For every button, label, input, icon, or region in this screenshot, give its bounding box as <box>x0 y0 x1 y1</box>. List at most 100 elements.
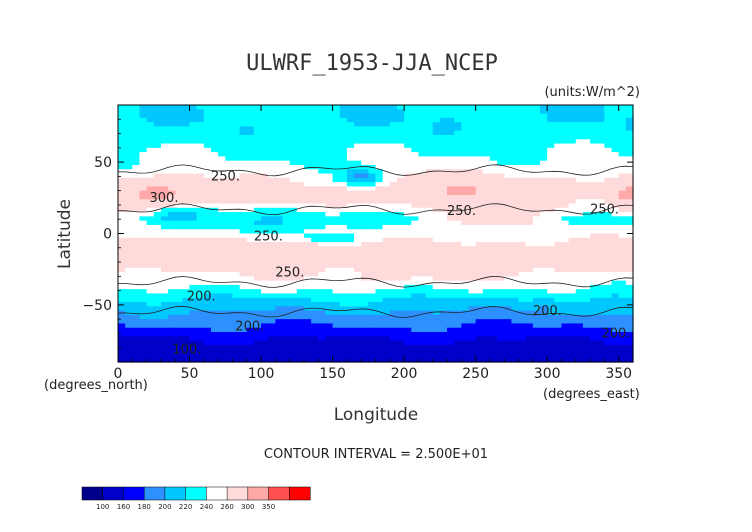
heatmap-cell <box>404 246 412 252</box>
heatmap-cell <box>282 284 291 290</box>
colorbar-tick-label: 200 <box>158 503 171 511</box>
heatmap-cell <box>461 156 470 162</box>
heatmap-cell <box>375 246 384 252</box>
heatmap-cell <box>568 117 577 123</box>
heatmap-cell <box>554 117 563 123</box>
heatmap-cell <box>175 139 183 145</box>
heatmap-cell <box>253 233 262 239</box>
heatmap-cell <box>404 353 412 359</box>
heatmap-cell <box>597 212 605 217</box>
heatmap-cell <box>361 310 369 316</box>
heatmap-cell <box>432 177 441 183</box>
heatmap-cell <box>454 297 462 303</box>
heatmap-cell <box>575 340 584 346</box>
heatmap-cell <box>432 173 441 179</box>
heatmap-cell <box>289 173 298 179</box>
heatmap-cell <box>146 194 155 200</box>
heatmap-cell <box>311 122 319 128</box>
heatmap-cell <box>182 109 191 115</box>
heatmap-cell <box>604 130 613 136</box>
heatmap-cell <box>118 332 126 337</box>
heatmap-cell <box>153 340 162 346</box>
heatmap-cell <box>303 284 312 290</box>
heatmap-cell <box>175 237 183 243</box>
heatmap-cell <box>604 353 613 359</box>
heatmap-cell <box>468 147 477 153</box>
heatmap-cell <box>597 216 605 222</box>
heatmap-cell <box>246 276 255 282</box>
heatmap-cell <box>354 233 362 239</box>
heatmap-cell <box>218 237 226 243</box>
heatmap-cell <box>282 186 291 192</box>
heatmap-cell <box>246 267 255 273</box>
heatmap-cell <box>604 323 613 329</box>
heatmap-cell <box>332 353 341 359</box>
heatmap-cell <box>160 182 169 187</box>
heatmap-cell <box>232 109 241 115</box>
heatmap-cell <box>525 340 534 346</box>
heatmap-cell <box>203 340 212 346</box>
heatmap-cell <box>203 336 212 342</box>
x-tick-label: 50 <box>181 366 199 382</box>
heatmap-cell <box>604 314 613 320</box>
heatmap-cell <box>547 259 555 265</box>
heatmap-cell <box>339 224 348 230</box>
heatmap-cell <box>303 310 312 316</box>
heatmap-cell <box>575 297 584 303</box>
heatmap-cell <box>296 280 305 286</box>
heatmap-cell <box>303 199 312 205</box>
heatmap-cell <box>582 194 591 200</box>
heatmap-cell <box>561 254 570 260</box>
heatmap-cell <box>554 152 563 157</box>
heatmap-cell <box>468 203 477 209</box>
heatmap-cell <box>146 357 155 363</box>
heatmap-cell <box>311 169 319 175</box>
heatmap-cell <box>447 349 455 355</box>
heatmap-cell <box>382 113 391 119</box>
heatmap-cell <box>532 293 541 299</box>
heatmap-cell <box>275 336 284 342</box>
heatmap-cell <box>611 224 620 230</box>
heatmap-cell <box>389 319 398 325</box>
heatmap-cell <box>540 332 548 337</box>
heatmap-cell <box>425 302 434 307</box>
heatmap-cell <box>368 237 377 243</box>
heatmap-cell <box>232 216 241 222</box>
heatmap-cell <box>389 297 398 303</box>
heatmap-cell <box>296 284 305 290</box>
heatmap-cell <box>547 314 555 320</box>
heatmap-cell <box>590 130 598 136</box>
heatmap-cell <box>146 314 155 320</box>
heatmap-cell <box>439 216 448 222</box>
heatmap-cell <box>447 233 455 239</box>
heatmap-cell <box>611 250 620 256</box>
heatmap-cell <box>561 327 570 333</box>
heatmap-cell <box>225 267 234 273</box>
heatmap-cell <box>532 147 541 153</box>
heatmap-cell <box>411 323 420 329</box>
heatmap-cell <box>218 310 226 316</box>
heatmap-cell <box>275 340 284 346</box>
heatmap-cell <box>575 293 584 299</box>
heatmap-cell <box>268 259 276 265</box>
heatmap-cell <box>425 126 434 132</box>
heatmap-cell <box>575 289 584 295</box>
heatmap-cell <box>218 250 226 256</box>
heatmap-cell <box>139 105 148 110</box>
heatmap-cell <box>375 177 384 183</box>
heatmap-cell <box>575 156 584 162</box>
heatmap-cell <box>153 105 162 110</box>
heatmap-cell <box>540 357 548 363</box>
heatmap-cell <box>511 216 520 222</box>
heatmap-cell <box>489 126 498 132</box>
heatmap-cell <box>511 272 520 277</box>
heatmap-cell <box>203 229 212 235</box>
heatmap-cell <box>175 233 183 239</box>
heatmap-cell <box>325 139 334 145</box>
heatmap-cell <box>210 306 219 312</box>
heatmap-cell <box>418 173 427 179</box>
heatmap-cell <box>432 250 441 256</box>
heatmap-cell <box>182 289 191 295</box>
heatmap-cell <box>611 293 620 299</box>
heatmap-cell <box>375 280 384 286</box>
